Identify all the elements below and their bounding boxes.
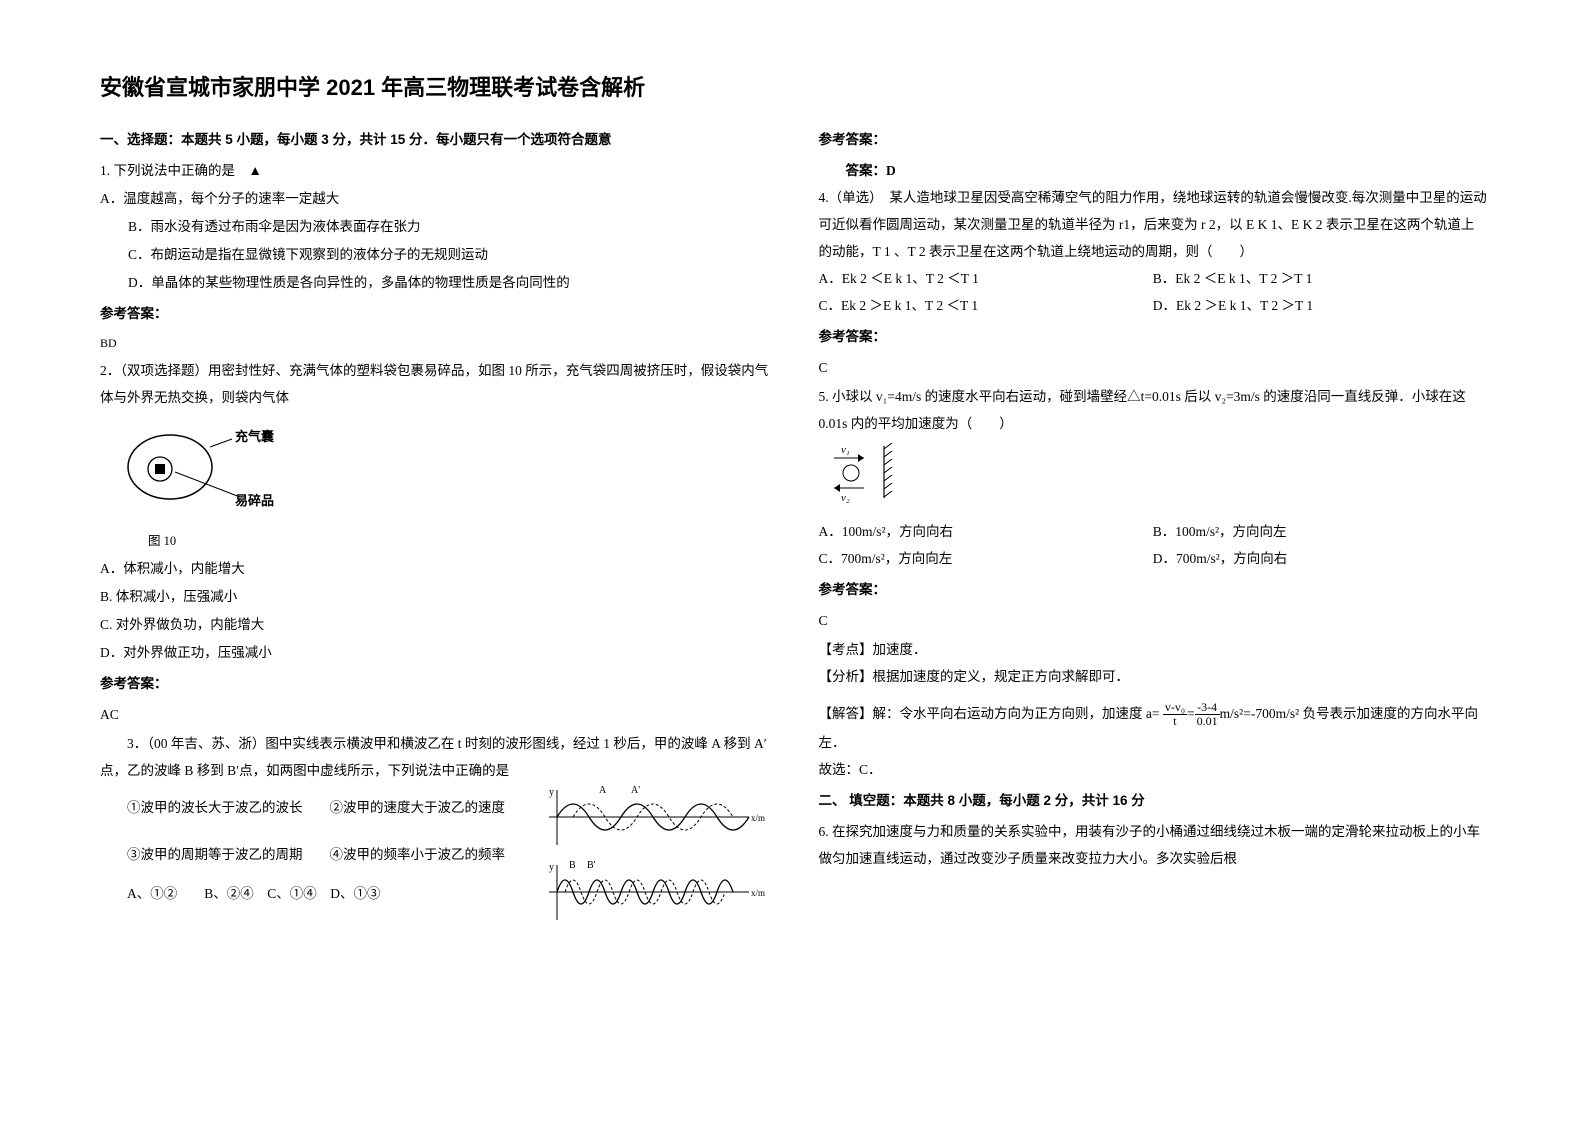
q1-opt-c: C．布朗运动是指在显微镜下观察到的液体分子的无规则运动: [128, 241, 769, 268]
svg-text:y: y: [549, 787, 554, 798]
q5-stem: 5. 小球以 v₁=4m/s 的速度水平向右运动，碰到墙壁经△t=0.01s 后…: [819, 383, 1488, 437]
q2-answer: AC: [100, 701, 769, 728]
q4-opt-c: C．Ek 2 ＞E k 1、T 2 ＜T 1: [819, 292, 1153, 319]
q3-o2: ②波甲的速度大于波乙的速度: [330, 800, 506, 815]
q5-opt-b: B．100m/s²，方向向左: [1153, 518, 1487, 545]
q5-formula-tail: m/s²=-700m/s²: [1220, 706, 1299, 721]
q2-fig-item-label: 易碎品: [235, 493, 274, 508]
q4-stem: 4.（单选） 某人造地球卫星因受高空稀薄空气的阻力作用，绕地球运转的轨道会慢慢改…: [819, 184, 1488, 265]
svg-text:B': B': [587, 860, 596, 871]
q6-stem: 6. 在探究加速度与力和质量的关系实验中，用装有沙子的小桶通过细线绕过木板一端的…: [819, 818, 1488, 872]
q5-frac2-top: -3-4: [1195, 701, 1220, 715]
q3-answer: 答案：D: [819, 157, 1488, 184]
q5-frac2-bot: 0.01: [1195, 715, 1220, 728]
q5-frac1-bot: t: [1163, 715, 1187, 728]
q3-block: 3．（00 年吉、苏、浙）图中实线表示横波甲和横波乙在 t 时刻的波形图线，经过…: [100, 730, 769, 868]
q1-opt-d: D．单晶体的某些物理性质是各向异性的，多晶体的物理性质是各向同性的: [128, 269, 769, 296]
q2-fig-caption: 图 10: [148, 529, 769, 554]
q1-answer: BD: [100, 331, 769, 355]
q2-answer-label: 参考答案：: [100, 670, 769, 697]
section2-header: 二、 填空题：本题共 8 小题，每小题 2 分，共计 16 分: [819, 787, 1488, 814]
q1-answer-label: 参考答案：: [100, 300, 769, 327]
q2-opt-b: B. 体积减小，压强减小: [100, 583, 769, 610]
q2-stem: 2．（双项选择题）用密封性好、充满气体的塑料袋包裹易碎品，如图 10 所示，充气…: [100, 357, 769, 411]
svg-text:A: A: [599, 785, 607, 796]
right-column: 参考答案： 答案：D 4.（单选） 某人造地球卫星因受高空稀薄空气的阻力作用，绕…: [819, 122, 1488, 907]
svg-text:v₁: v₁: [841, 444, 850, 456]
q5-opt-d: D．700m/s²，方向向右: [1153, 545, 1487, 572]
q2-opt-a: A．体积减小，内能增大: [100, 555, 769, 582]
q5-opt-c: C．700m/s²，方向向左: [819, 545, 1153, 572]
q3-answer-label: 参考答案：: [819, 126, 1488, 153]
q1-opt-a: A．温度越高，每个分子的速率一定越大: [100, 185, 769, 212]
q5-analysis: 【分析】根据加速度的定义，规定正方向求解即可．: [819, 663, 1488, 690]
left-column: 一、选择题：本题共 5 小题，每小题 3 分，共计 15 分．每小题只有一个选项…: [100, 122, 769, 907]
q4-opts-row1: A．Ek 2 ＜E k 1、T 2 ＜T 1 B．Ek 2 ＜E k 1、T 2…: [819, 265, 1488, 292]
q4-answer: C: [819, 354, 1488, 381]
q4-opts-row2: C．Ek 2 ＞E k 1、T 2 ＜T 1 D．Ek 2 ＞E k 1、T 2…: [819, 292, 1488, 319]
q3-o1: ①波甲的波长大于波乙的波长: [127, 800, 303, 815]
q4-opt-b: B．Ek 2 ＜E k 1、T 2 ＞T 1: [1153, 265, 1487, 292]
q3-figure: y A A' x/m y B B' x/m: [539, 780, 769, 930]
svg-text:A': A': [631, 785, 640, 796]
svg-text:x/m: x/m: [751, 813, 765, 823]
q5-figure: v₁ v₂: [829, 443, 929, 503]
q3-o4: ④波甲的频率小于波乙的频率: [330, 847, 506, 862]
svg-text:x/m: x/m: [751, 888, 765, 898]
q5-solve-prefix: 【解答】解：令水平向右运动方向为正方向则，加速度 a=: [819, 706, 1160, 721]
svg-text:y: y: [549, 862, 554, 873]
q1-opt-b: B．雨水没有透过布雨伞是因为液体表面存在张力: [128, 213, 769, 240]
svg-text:B: B: [569, 860, 576, 871]
q5-choose: 故选：C．: [819, 756, 1488, 783]
q2-figure: 充气囊 易碎品: [120, 417, 290, 527]
q3-stem: 3．（00 年吉、苏、浙）图中实线表示横波甲和横波乙在 t 时刻的波形图线，经过…: [100, 730, 769, 784]
q4-opt-a: A．Ek 2 ＜E k 1、T 2 ＜T 1: [819, 265, 1153, 292]
section1-header: 一、选择题：本题共 5 小题，每小题 3 分，共计 15 分．每小题只有一个选项…: [100, 126, 769, 153]
q2-opt-c: C. 对外界做负功，内能增大: [100, 611, 769, 638]
q5-solve: 【解答】解：令水平向右运动方向为正方向则，加速度 a= v-v₀ t = -3-…: [819, 700, 1488, 756]
q2-fig-bag-label: 充气囊: [235, 429, 275, 444]
svg-text:v₂: v₂: [841, 492, 850, 503]
q3-o3: ③波甲的周期等于波乙的周期: [127, 847, 303, 862]
q5-answer-label: 参考答案：: [819, 576, 1488, 603]
q1-stem: 1. 下列说法中正确的是 ▲: [100, 157, 769, 184]
q4-opt-d: D．Ek 2 ＞E k 1、T 2 ＞T 1: [1153, 292, 1487, 319]
q5-frac1-top: v-v₀: [1163, 701, 1187, 715]
q5-answer: C: [819, 607, 1488, 634]
q4-answer-label: 参考答案：: [819, 323, 1488, 350]
q5-exam-point: 【考点】加速度．: [819, 636, 1488, 663]
q5-opts-row2: C．700m/s²，方向向左 D．700m/s²，方向向右: [819, 545, 1488, 572]
q5-opt-a: A．100m/s²，方向向右: [819, 518, 1153, 545]
page-title: 安徽省宣城市家朋中学 2021 年高三物理联考试卷含解析: [100, 70, 1487, 102]
q5-opts-row1: A．100m/s²，方向向右 B．100m/s²，方向向左: [819, 518, 1488, 545]
content-columns: 一、选择题：本题共 5 小题，每小题 3 分，共计 15 分．每小题只有一个选项…: [100, 122, 1487, 907]
q2-opt-d: D．对外界做正功，压强减小: [100, 639, 769, 666]
